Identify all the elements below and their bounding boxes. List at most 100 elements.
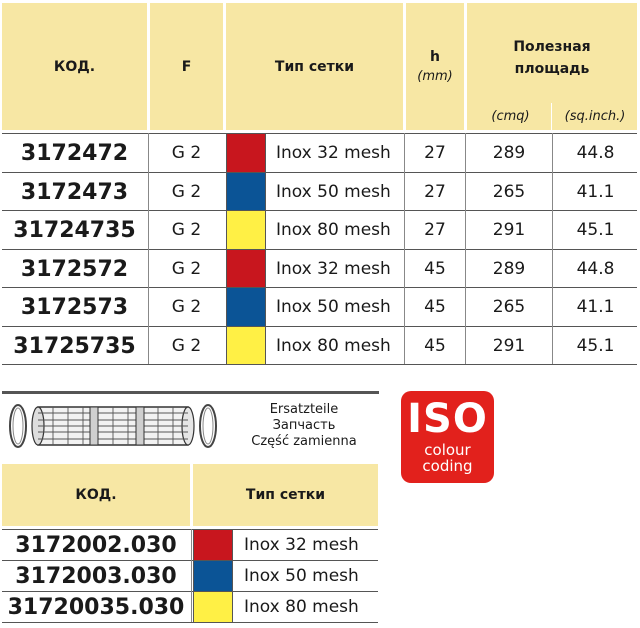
table-bottom-border	[2, 622, 378, 623]
col-divider	[552, 326, 553, 365]
thread-size: G 2	[171, 259, 202, 279]
col-divider	[465, 133, 466, 172]
t2-header-code: КОД.	[2, 464, 190, 526]
row-divider	[2, 326, 637, 327]
header-area-unit-sqinch: (sq.inch.)	[564, 109, 626, 124]
area-cmq: 289	[492, 143, 526, 163]
header-f: F	[150, 3, 223, 130]
mesh-type: Inox 32 mesh	[276, 143, 391, 163]
header-code: КОД.	[2, 3, 147, 130]
col-divider	[148, 326, 149, 365]
col-divider	[404, 172, 405, 211]
height-mm: 45	[424, 336, 446, 356]
mesh-colour-swatch	[226, 173, 266, 211]
col-divider	[191, 560, 192, 591]
product-code: 31724735	[13, 217, 136, 243]
height-mm: 45	[424, 259, 446, 279]
height-mm: 45	[424, 297, 446, 317]
mesh-type: Inox 50 mesh	[244, 566, 359, 586]
col-divider	[465, 326, 466, 365]
area-sqinch: 41.1	[576, 182, 615, 202]
caption-pl: Część zamienna	[251, 434, 357, 449]
spare-part-panel: Ersatzteile Запчасть Część zamienna	[2, 391, 379, 459]
header-area-label: Полезная площадь	[513, 39, 591, 77]
iso-colour-coding-badge: ISO colour coding	[401, 391, 494, 483]
product-code: 3172472	[20, 140, 129, 166]
height-mm: 27	[424, 220, 446, 240]
col-divider	[552, 210, 553, 249]
spare-part-code: 31720035.030	[7, 594, 185, 620]
area-sqinch: 44.8	[576, 143, 615, 163]
table-bottom-border	[2, 364, 637, 365]
col-divider	[552, 249, 553, 288]
iso-coding: coding	[422, 457, 473, 475]
col-divider	[148, 172, 149, 211]
mesh-type: Inox 50 mesh	[276, 182, 391, 202]
panel-top-border	[2, 391, 379, 394]
area-cmq: 265	[492, 297, 526, 317]
area-sqinch: 44.8	[576, 259, 615, 279]
product-code: 3172573	[20, 294, 129, 320]
thread-size: G 2	[171, 220, 202, 240]
height-mm: 27	[424, 143, 446, 163]
col-divider	[148, 287, 149, 326]
mesh-colour-swatch	[226, 250, 266, 288]
col-divider	[404, 249, 405, 288]
header-mesh-type: Тип сетки	[226, 3, 403, 130]
mesh-colour-swatch	[193, 592, 233, 622]
col-divider	[465, 287, 466, 326]
col-divider	[404, 287, 405, 326]
mesh-type: Inox 50 mesh	[276, 297, 391, 317]
col-divider	[552, 172, 553, 211]
caption-de: Ersatzteile	[269, 402, 339, 417]
row-divider	[2, 529, 378, 530]
thread-size: G 2	[171, 336, 202, 356]
spare-part-caption: Ersatzteile Запчасть Część zamienna	[234, 402, 374, 450]
col-divider	[404, 326, 405, 365]
mesh-type: Inox 32 mesh	[276, 259, 391, 279]
header-area-unit-cmq: (cmq)	[491, 109, 530, 124]
header-h-unit: (mm)	[417, 69, 453, 84]
mesh-colour-swatch	[226, 134, 266, 172]
area-sqinch: 45.1	[576, 220, 615, 240]
area-cmq: 291	[492, 336, 526, 356]
area-cmq: 291	[492, 220, 526, 240]
col-divider	[552, 133, 553, 172]
mesh-type: Inox 80 mesh	[276, 220, 391, 240]
row-divider	[2, 591, 378, 592]
thread-size: G 2	[171, 297, 202, 317]
mesh-colour-swatch	[226, 288, 266, 326]
header-area: Полезная площадь (cmq) (sq.inch.)	[467, 3, 637, 130]
iso-title: ISO	[407, 396, 488, 442]
height-mm: 27	[424, 182, 446, 202]
header-h: h (mm)	[406, 3, 464, 130]
col-divider	[191, 591, 192, 622]
header-area-divider	[551, 103, 552, 130]
row-divider	[2, 210, 637, 211]
col-divider	[465, 210, 466, 249]
product-code: 31725735	[13, 333, 136, 359]
col-divider	[552, 287, 553, 326]
mesh-colour-swatch	[193, 561, 233, 591]
col-divider	[465, 172, 466, 211]
product-code: 3172473	[20, 179, 129, 205]
t2-header-mesh-type: Тип сетки	[193, 464, 378, 526]
mesh-colour-swatch	[226, 327, 266, 365]
caption-ru: Запчасть	[272, 418, 336, 433]
mesh-type: Inox 80 mesh	[244, 597, 359, 617]
row-divider	[2, 560, 378, 561]
col-divider	[148, 133, 149, 172]
col-divider	[148, 210, 149, 249]
spare-part-code: 3172003.030	[15, 563, 177, 589]
area-cmq: 289	[492, 259, 526, 279]
header-h-label: h	[430, 49, 440, 65]
mesh-type: Inox 80 mesh	[276, 336, 391, 356]
iso-colour: colour	[424, 441, 471, 459]
row-divider	[2, 249, 637, 250]
col-divider	[191, 529, 192, 560]
area-sqinch: 41.1	[576, 297, 615, 317]
thread-size: G 2	[171, 143, 202, 163]
area-cmq: 265	[492, 182, 526, 202]
area-sqinch: 45.1	[576, 336, 615, 356]
col-divider	[404, 210, 405, 249]
